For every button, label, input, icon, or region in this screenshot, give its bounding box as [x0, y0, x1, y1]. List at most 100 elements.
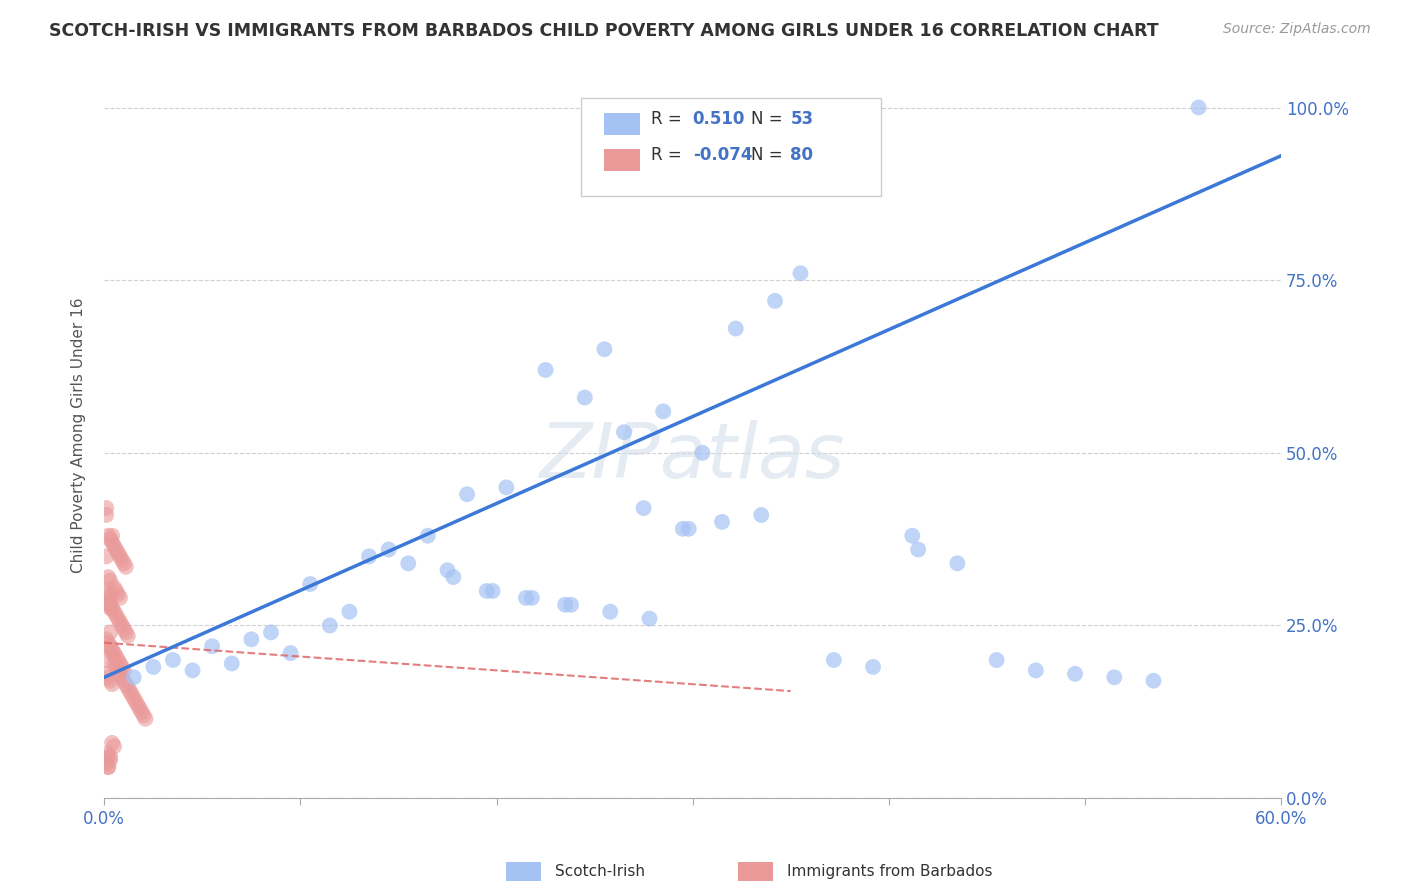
Text: SCOTCH-IRISH VS IMMIGRANTS FROM BARBADOS CHILD POVERTY AMONG GIRLS UNDER 16 CORR: SCOTCH-IRISH VS IMMIGRANTS FROM BARBADOS…: [49, 22, 1159, 40]
Point: [115, 625, 138, 640]
Point: [97, 639, 120, 653]
Point: [101, 642, 124, 657]
Point: [108, 591, 131, 605]
Text: 53: 53: [790, 110, 814, 128]
Point: [97, 760, 120, 774]
Point: [97, 670, 120, 684]
Point: [132, 708, 155, 723]
Point: [515, 591, 537, 605]
Point: [441, 570, 464, 584]
Point: [763, 293, 786, 308]
Point: [124, 694, 146, 708]
Point: [97, 529, 120, 543]
Point: [613, 425, 636, 439]
Point: [128, 701, 150, 715]
Point: [105, 660, 128, 674]
Point: [495, 480, 517, 494]
Point: [111, 618, 134, 632]
Point: [108, 549, 131, 564]
Point: [162, 653, 184, 667]
Point: [111, 660, 134, 674]
Point: [105, 649, 128, 664]
Point: [339, 605, 361, 619]
Point: [96, 756, 118, 771]
Point: [98, 749, 121, 764]
Point: [97, 587, 120, 601]
Point: [103, 581, 125, 595]
FancyBboxPatch shape: [581, 98, 882, 196]
Point: [98, 673, 121, 688]
Point: [652, 404, 675, 418]
Text: R =: R =: [651, 110, 688, 128]
Point: [96, 632, 118, 647]
Point: [96, 549, 118, 564]
Point: [131, 705, 153, 719]
Point: [672, 522, 695, 536]
Point: [789, 266, 811, 280]
Point: [201, 639, 224, 653]
Point: [678, 522, 700, 536]
Point: [823, 653, 845, 667]
Point: [98, 598, 121, 612]
Text: -0.074: -0.074: [693, 146, 752, 164]
Point: [101, 601, 124, 615]
Point: [108, 657, 131, 671]
Point: [101, 529, 124, 543]
Text: 80: 80: [790, 146, 813, 164]
Point: [560, 598, 582, 612]
Point: [1104, 670, 1126, 684]
Point: [97, 598, 120, 612]
Point: [416, 529, 439, 543]
Point: [554, 598, 576, 612]
Point: [456, 487, 478, 501]
Point: [103, 646, 125, 660]
Point: [1142, 673, 1164, 688]
Text: 0.510: 0.510: [693, 110, 745, 128]
Point: [107, 611, 129, 625]
Point: [117, 629, 139, 643]
Point: [96, 583, 118, 598]
Point: [377, 542, 399, 557]
Point: [97, 760, 120, 774]
Point: [96, 508, 118, 522]
Y-axis label: Child Poverty Among Girls Under 16: Child Poverty Among Girls Under 16: [72, 298, 86, 574]
Text: Source: ZipAtlas.com: Source: ZipAtlas.com: [1223, 22, 1371, 37]
Point: [107, 587, 129, 601]
Point: [105, 583, 128, 598]
Point: [97, 570, 120, 584]
Point: [122, 691, 145, 706]
Point: [96, 653, 118, 667]
Point: [105, 542, 128, 557]
Point: [112, 664, 135, 678]
Point: [121, 688, 143, 702]
Point: [711, 515, 734, 529]
Point: [96, 501, 118, 516]
Point: [98, 574, 121, 588]
Point: [1187, 101, 1209, 115]
Point: [101, 646, 124, 660]
Point: [101, 677, 124, 691]
Point: [534, 363, 557, 377]
Point: [112, 673, 135, 688]
Point: [475, 583, 498, 598]
Point: [97, 749, 120, 764]
FancyBboxPatch shape: [605, 113, 640, 135]
Point: [127, 698, 149, 712]
Point: [97, 636, 120, 650]
Point: [357, 549, 380, 564]
Point: [115, 677, 138, 691]
Point: [134, 712, 156, 726]
Point: [103, 657, 125, 671]
Text: N =: N =: [751, 146, 789, 164]
Point: [112, 622, 135, 636]
Point: [98, 625, 121, 640]
Point: [97, 746, 120, 760]
Point: [112, 557, 135, 571]
Point: [98, 753, 121, 767]
Point: [436, 563, 458, 577]
Point: [103, 539, 125, 553]
Point: [122, 670, 145, 684]
Point: [108, 615, 131, 629]
Point: [98, 601, 121, 615]
Point: [638, 611, 661, 625]
